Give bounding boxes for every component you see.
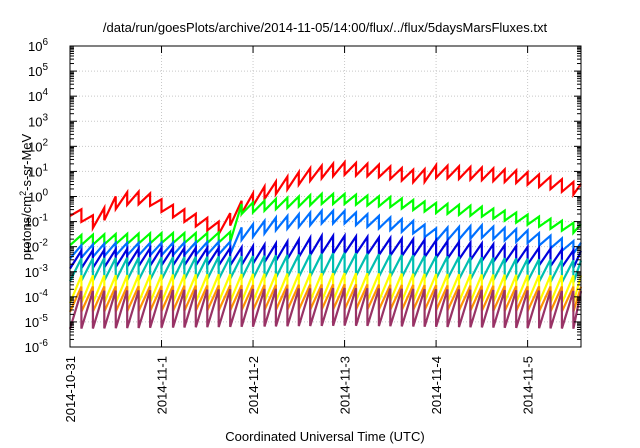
y-tick-label: 100 [28, 188, 48, 205]
y-tick-label: 10-2 [25, 238, 49, 255]
y-tick-label: 103 [28, 112, 48, 129]
y-tick-label: 10-6 [25, 338, 49, 355]
y-axis-label: protons/cm2-s-sr-MeV [18, 133, 34, 260]
y-tick-label: 106 [28, 37, 48, 54]
series-line [69, 207, 582, 261]
y-tick-label: 10-4 [25, 288, 49, 305]
series-line [68, 287, 583, 330]
series-line [69, 252, 583, 284]
x-tick-label: 2014-11-3 [338, 356, 353, 414]
series-line [68, 283, 583, 313]
y-tick-label: 104 [28, 87, 48, 104]
y-tick-label: 101 [28, 162, 48, 179]
x-tick-label: 2014-10-31 [63, 356, 78, 423]
x-axis-label: Coordinated Universal Time (UTC) [225, 429, 424, 444]
axis-ticks: 10-6 10-5 10-4 10-3 10-2 10-1 100 101 102 103 104 1… [25, 37, 581, 423]
chart-title: /data/run/goesPlots/archive/2014-11-05/1… [103, 20, 548, 35]
y-tick-label: 105 [28, 62, 48, 79]
y-tick-label: 102 [28, 137, 48, 154]
series-line [68, 272, 583, 304]
x-tick-label: 2014-11-5 [521, 356, 536, 414]
series-line [69, 159, 582, 235]
x-tick-label: 2014-11-2 [246, 356, 261, 414]
y-tick-label: 10-5 [25, 313, 49, 330]
x-tick-label: 2014-11-4 [429, 356, 444, 414]
series-layer [68, 159, 583, 330]
x-tick-label: 2014-11-1 [155, 356, 170, 414]
y-tick-label: 10-1 [25, 213, 49, 230]
series-line [69, 231, 583, 272]
y-tick-label: 10-3 [25, 263, 49, 280]
series-line [69, 191, 582, 248]
